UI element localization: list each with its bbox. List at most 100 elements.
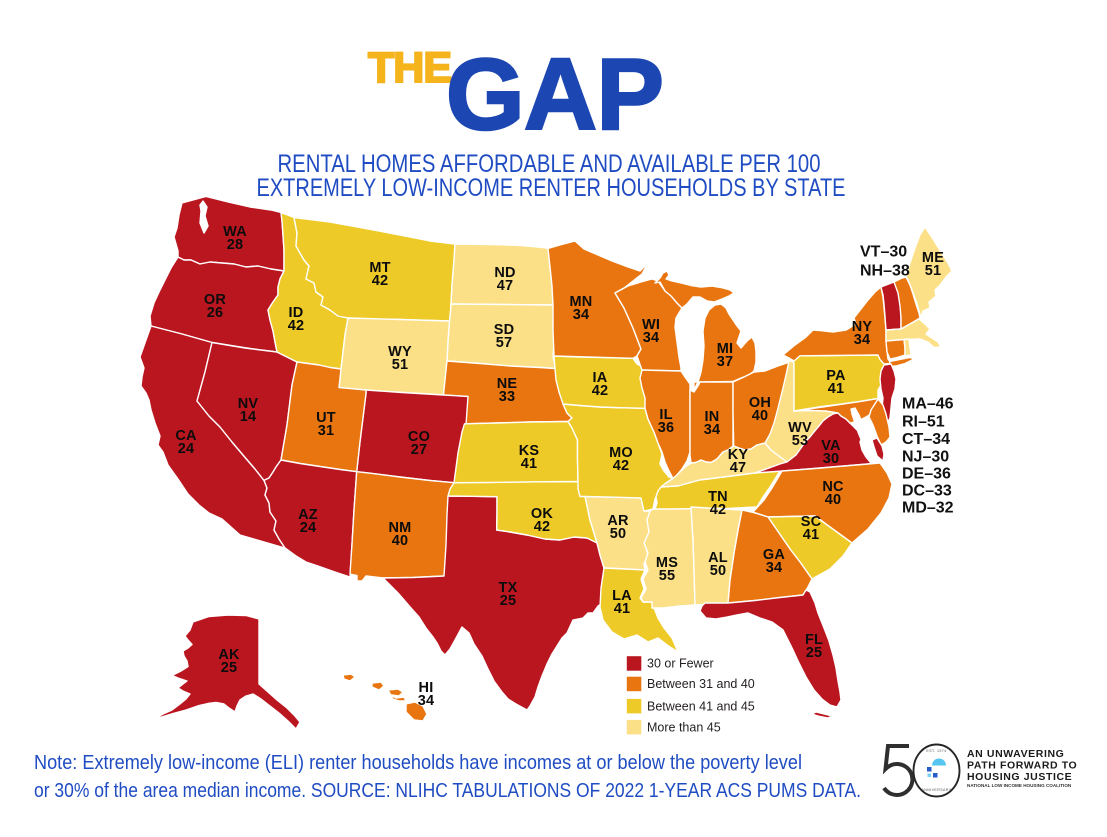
svg-text:41: 41 [614,601,631,617]
svg-text:47: 47 [730,460,747,476]
svg-text:WI: WI [642,317,660,333]
svg-text:KS: KS [519,443,540,459]
svg-text:or 30% of the area median inco: or 30% of the area median income. SOURCE… [34,779,861,802]
svg-text:VA: VA [821,438,841,454]
svg-text:CO: CO [408,429,430,445]
svg-text:IA: IA [593,370,608,386]
svg-text:34: 34 [573,307,590,323]
svg-text:MD–32: MD–32 [902,500,954,517]
svg-text:NC: NC [822,479,844,495]
svg-text:NE: NE [497,376,518,392]
svg-text:EXTREMELY LOW-INCOME RENTER HO: EXTREMELY LOW-INCOME RENTER HOUSEHOLDS B… [257,174,846,202]
svg-text:42: 42 [288,318,305,334]
svg-text:WV: WV [788,420,812,436]
svg-text:AK: AK [218,647,240,663]
svg-text:41: 41 [521,456,538,472]
svg-text:AZ: AZ [298,507,318,523]
svg-text:GAP: GAP [446,39,663,151]
svg-text:MN: MN [570,294,593,310]
svg-text:Between 31 and 40: Between 31 and 40 [647,677,755,691]
svg-text:HI: HI [419,680,434,696]
svg-text:OR: OR [204,292,226,308]
svg-text:NH–38: NH–38 [860,262,910,279]
svg-text:34: 34 [704,422,721,438]
svg-text:42: 42 [710,502,727,518]
svg-text:MA–46: MA–46 [902,396,954,413]
svg-text:AL: AL [708,550,728,566]
svg-text:KY: KY [728,447,749,463]
svg-text:ME: ME [922,250,944,266]
svg-text:MT: MT [369,260,390,276]
svg-text:OK: OK [531,506,553,522]
svg-text:42: 42 [613,458,630,474]
svg-text:42: 42 [372,273,389,289]
svg-text:MI: MI [717,341,734,357]
svg-text:SC: SC [801,514,822,530]
svg-text:Between 41 and 45: Between 41 and 45 [647,699,755,713]
svg-text:RI–51: RI–51 [902,414,945,431]
svg-text:30: 30 [823,451,840,467]
svg-text:THE: THE [368,44,451,92]
svg-text:37: 37 [717,354,734,370]
svg-text:25: 25 [221,660,238,676]
svg-text:NM: NM [389,520,412,536]
svg-text:LA: LA [612,588,632,604]
svg-text:AR: AR [607,513,629,529]
svg-text:57: 57 [496,335,513,351]
svg-text:40: 40 [825,492,842,508]
svg-text:25: 25 [500,593,517,609]
svg-text:Note: Extremely low-income (EL: Note: Extremely low-income (ELI) renter … [34,751,802,774]
svg-text:CA: CA [175,428,197,444]
svg-text:25: 25 [806,645,823,661]
svg-text:VT–30: VT–30 [860,244,907,261]
svg-text:50: 50 [710,563,727,579]
svg-text:UT: UT [316,410,336,426]
svg-text:42: 42 [592,383,609,399]
svg-text:24: 24 [300,520,317,536]
svg-text:34: 34 [766,560,783,576]
svg-text:51: 51 [925,263,942,279]
svg-text:TN: TN [708,489,728,505]
svg-text:NATIONAL LOW INCOME HOUSING CO: NATIONAL LOW INCOME HOUSING COALITION [967,783,1072,788]
svg-text:PA: PA [826,368,846,384]
svg-text:PATH FORWARD TO: PATH FORWARD TO [967,760,1077,772]
svg-text:GA: GA [763,547,785,563]
svg-text:33: 33 [499,389,516,405]
svg-text:26: 26 [207,305,224,321]
svg-text:34: 34 [418,693,435,709]
svg-text:24: 24 [178,441,195,457]
svg-text:30 or Fewer: 30 or Fewer [647,657,714,671]
svg-text:ANNIVERSARY: ANNIVERSARY [921,788,951,792]
svg-text:53: 53 [792,433,809,449]
svg-text:SD: SD [494,322,515,338]
svg-text:FL: FL [805,632,823,648]
svg-text:36: 36 [658,420,675,436]
svg-text:NY: NY [852,319,873,335]
svg-text:34: 34 [854,332,871,348]
svg-text:WA: WA [223,224,247,240]
svg-text:41: 41 [828,381,845,397]
svg-text:28: 28 [227,237,244,253]
svg-text:ID: ID [289,305,304,321]
svg-text:41: 41 [803,527,820,543]
svg-text:MO: MO [609,445,633,461]
svg-text:More than 45: More than 45 [647,720,721,734]
svg-text:WY: WY [388,344,412,360]
svg-text:CT–34: CT–34 [902,431,950,448]
svg-text:EST. 1974: EST. 1974 [926,749,946,753]
svg-text:AN UNWAVERING: AN UNWAVERING [967,748,1064,760]
svg-text:55: 55 [659,568,676,584]
svg-text:40: 40 [392,533,409,549]
svg-text:NJ–30: NJ–30 [902,449,949,466]
svg-text:14: 14 [240,409,257,425]
svg-text:RENTAL HOMES AFFORDABLE AND AV: RENTAL HOMES AFFORDABLE AND AVAILABLE PE… [278,150,821,178]
svg-text:HOUSING JUSTICE: HOUSING JUSTICE [967,771,1072,783]
svg-text:IL: IL [659,407,672,423]
svg-text:51: 51 [392,357,409,373]
svg-text:MS: MS [656,555,678,571]
svg-text:DE–36: DE–36 [902,466,951,483]
svg-text:DC–33: DC–33 [902,483,952,500]
svg-text:TX: TX [499,580,518,596]
svg-text:IN: IN [705,409,720,425]
svg-text:OH: OH [749,395,771,411]
